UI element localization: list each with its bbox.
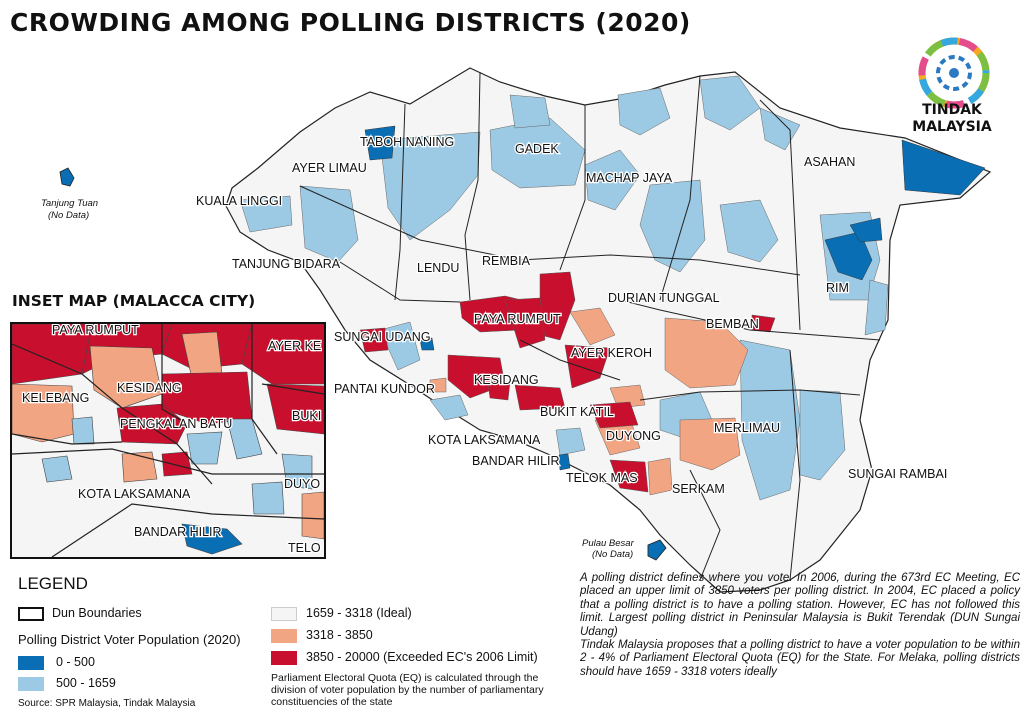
- label-lendu: LENDU: [417, 261, 459, 275]
- inset-districts: [12, 324, 324, 555]
- inset-label-kelebang: KELEBANG: [22, 391, 89, 405]
- inset-label-kesidang: KESIDANG: [117, 381, 182, 395]
- label-tanjung-tuan: Tanjung Tuan: [41, 198, 98, 209]
- legend-label-c2: 500 - 1659: [56, 676, 116, 690]
- legend-label-c5: 3850 - 20000 (Exceeded EC's 2006 Limit): [306, 650, 538, 664]
- label-bandar-hilir: BANDAR HILIR: [472, 454, 560, 468]
- inset-dun-boundaries: [12, 324, 324, 557]
- label-serkam: SERKAM: [672, 482, 725, 496]
- logo-text: TINDAK MALAYSIA: [900, 102, 1004, 136]
- label-kota-laksamana: KOTA LAKSAMANA: [428, 433, 541, 447]
- label-sungai-rambai: SUNGAI RAMBAI: [848, 467, 947, 481]
- legend-swatch-c3: [271, 607, 297, 621]
- label-merlimau: MERLIMAU: [714, 421, 780, 435]
- inset-label-telok-mas: TELO: [288, 541, 321, 555]
- inset-map[interactable]: PAYA RUMPUT AYER KE KESIDANG KELEBANG PE…: [10, 322, 326, 559]
- legend-swatch-c2: [18, 677, 44, 691]
- legend-swatch-c1: [18, 656, 44, 670]
- label-kesidang: KESIDANG: [474, 373, 539, 387]
- label-ayer-keroh: AYER KEROH: [571, 346, 652, 360]
- label-durian-tunggal: DURIAN TUNGGAL: [608, 291, 720, 305]
- notes-paragraph-1: A polling district defines where you vot…: [580, 572, 1020, 638]
- districts-500-1659: [239, 75, 889, 501]
- eq-note: Parliament Electoral Quota (EQ) is calcu…: [271, 672, 544, 708]
- inset-label-bandar-hilir: BANDAR HILIR: [134, 525, 222, 539]
- logo-line2: MALAYSIA: [912, 119, 992, 135]
- notes-paragraph-2: Tindak Malaysia proposes that a polling …: [580, 639, 1020, 678]
- label-paya-rumput: PAYA RUMPUT: [474, 312, 561, 326]
- label-rim: RIM: [826, 281, 849, 295]
- label-taboh-naning: TABOH NANING: [360, 135, 454, 149]
- legend-label-c4: 3318 - 3850: [306, 628, 373, 642]
- dun-boundaries: [299, 71, 881, 581]
- label-pulau-besar-nodata: (No Data): [592, 549, 633, 560]
- inset-label-kota-laksamana: KOTA LAKSAMANA: [78, 487, 191, 501]
- legend-label-c3: 1659 - 3318 (Ideal): [306, 606, 412, 620]
- inset-label-paya-rumput: PAYA RUMPUT: [52, 324, 139, 337]
- map-title: CROWDING AMONG POLLING DISTRICTS (2020): [10, 8, 691, 37]
- inset-title: INSET MAP (MALACCA CITY): [12, 292, 256, 310]
- districts-3850-20000: [359, 271, 776, 493]
- label-sungai-udang: SUNGAI UDANG: [334, 330, 431, 344]
- label-pulau-besar: Pulau Besar: [582, 538, 635, 549]
- legend-label-c1: 0 - 500: [56, 655, 95, 669]
- logo-line1: TINDAK: [922, 102, 982, 118]
- tindak-malaysia-logo-icon: [918, 37, 990, 109]
- legend-swatch-c5: [271, 651, 297, 665]
- inset-label-ayer-keroh: AYER KE: [268, 339, 321, 353]
- label-machap-jaya: MACHAP JAYA: [586, 171, 673, 185]
- label-telok-mas: TELOK MAS: [566, 471, 638, 485]
- tanjung-tuan-island: [59, 167, 75, 187]
- label-rembia: REMBIA: [482, 254, 531, 268]
- label-duyong: DUYONG: [606, 429, 661, 443]
- label-tanjung-bidara: TANJUNG BIDARA: [232, 257, 341, 271]
- legend-label-dun: Dun Boundaries: [52, 606, 142, 620]
- districts-3318-3850: [429, 307, 749, 496]
- label-ayer-limau: AYER LIMAU: [292, 161, 367, 175]
- label-bukit-katil: BUKIT KATIL: [540, 405, 614, 419]
- inset-label-duyong: DUYO: [284, 477, 320, 491]
- explanatory-notes: A polling district defines where you vot…: [580, 572, 1020, 679]
- label-tanjung-tuan-nodata: (No Data): [48, 210, 89, 221]
- label-kuala-linggi: KUALA LINGGI: [196, 194, 282, 208]
- inset-label-bukit-katil: BUKI: [292, 409, 321, 423]
- inset-label-pengkalan-batu: PENGKALAN BATU: [120, 417, 232, 431]
- label-asahan: ASAHAN: [804, 155, 855, 169]
- label-pantai-kundor: PANTAI KUNDOR: [334, 382, 435, 396]
- label-bemban: BEMBAN: [706, 317, 759, 331]
- legend-swatch-c4: [271, 629, 297, 643]
- legend-swatch-dun: [18, 607, 44, 621]
- legend-title: LEGEND: [18, 574, 88, 593]
- pulau-besar-island: [647, 539, 667, 561]
- legend-population-heading: Polling District Voter Population (2020): [18, 632, 241, 647]
- label-gadek: GADEK: [515, 142, 559, 156]
- source-note: Source: SPR Malaysia, Tindak Malaysia: [18, 698, 196, 709]
